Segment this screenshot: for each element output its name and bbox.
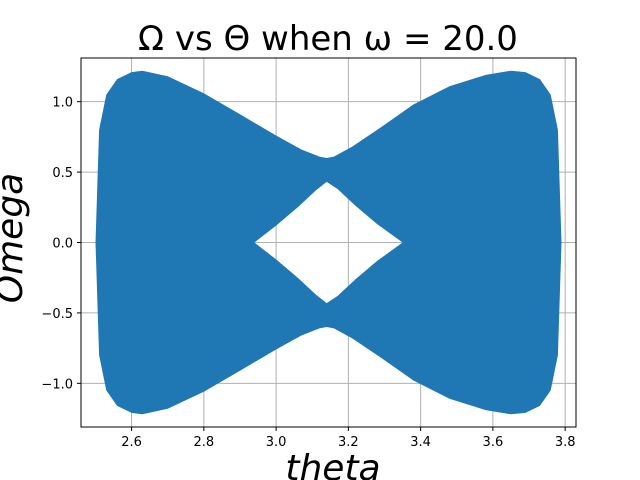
y-axis-label: Omega — [0, 173, 31, 303]
x-tick-label: 3.8 — [555, 435, 576, 450]
y-tick-label: 1.0 — [52, 96, 73, 111]
y-tick-label: 0.0 — [52, 237, 73, 252]
x-tick-label: 3.4 — [410, 435, 431, 450]
x-tick-label: 2.6 — [121, 435, 142, 450]
axis-ticks: 2.6 2.8 3.0 3.2 3.4 3.6 3.8 −1.0 −0.5 0.0 0.5 1.0 — [41, 96, 575, 450]
x-tick-label: 3.6 — [483, 435, 504, 450]
phase-portrait-fill — [95, 70, 562, 415]
y-tick-label: −0.5 — [41, 307, 73, 322]
x-tick-label: 2.8 — [194, 435, 215, 450]
y-tick-label: 0.5 — [52, 166, 73, 181]
x-tick-label: 3.0 — [266, 435, 287, 450]
y-tick-label: −1.0 — [41, 377, 73, 392]
x-axis-label: theta — [285, 448, 380, 480]
chart-title: Ω vs Θ when ω = 20.0 — [138, 19, 518, 59]
x-tick-label: 3.2 — [338, 435, 359, 450]
